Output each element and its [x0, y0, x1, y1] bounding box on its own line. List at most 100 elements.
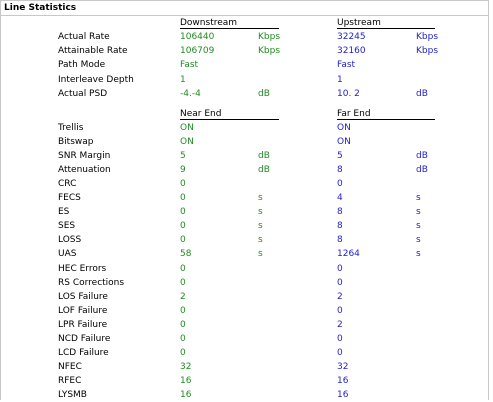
table-row: LYSMB 16 16	[1, 388, 488, 402]
row-label: ES	[58, 207, 70, 218]
upstream-value: Fast	[337, 60, 356, 71]
upstream-unit: Kbps	[416, 46, 439, 57]
table-row: SNR Margin 5 dB 5 dB	[1, 149, 488, 163]
upstream-value: 8	[337, 235, 343, 246]
upstream-unit: Kbps	[416, 32, 439, 42]
table-row: LOS Failure 2 2	[1, 290, 488, 304]
header-row-end: Near End Far End	[1, 107, 488, 121]
table-row: RS Corrections 0 0	[1, 276, 488, 290]
row-label: FECS	[58, 193, 81, 204]
upstream-unit: s	[416, 221, 421, 232]
upstream-value: 8	[337, 207, 343, 218]
upstream-unit: dB	[416, 165, 428, 176]
downstream-value: 0	[180, 179, 186, 190]
upstream-value: 1	[337, 74, 343, 85]
downstream-value: ON	[180, 137, 194, 148]
upstream-value: 32	[337, 361, 349, 372]
upstream-value: 2	[337, 291, 343, 302]
upstream-unit: s	[416, 193, 421, 204]
downstream-unit: s	[258, 193, 263, 204]
downstream-value: 1	[180, 74, 186, 85]
downstream-value: -4.-4	[180, 88, 201, 99]
table-row: Path Mode Fast Fast	[1, 58, 488, 72]
upstream-unit: s	[416, 235, 421, 246]
upstream-value: 0	[337, 305, 343, 316]
row-label: NFEC	[58, 361, 82, 372]
downstream-value: 16	[180, 389, 192, 400]
row-label: SNR Margin	[58, 151, 111, 162]
upstream-value: 2	[337, 319, 343, 330]
downstream-unit: s	[258, 221, 263, 232]
upstream-value: 32160	[337, 46, 366, 57]
table-row: NFEC 32 32	[1, 360, 488, 374]
table-row: SES 0 s 8 s	[1, 219, 488, 233]
upstream-value: 1264	[337, 249, 360, 260]
upstream-value: 0	[337, 179, 343, 190]
downstream-unit: s	[258, 249, 263, 260]
downstream-unit: Kbps	[258, 46, 281, 57]
downstream-value: 0	[180, 207, 186, 218]
table-row: Interleave Depth 1 1	[1, 73, 488, 87]
row-label: RFEC	[58, 375, 82, 386]
row-label: Actual PSD	[58, 88, 108, 99]
table-row: LOF Failure 0 0	[1, 304, 488, 318]
downstream-value: 0	[180, 319, 186, 330]
row-label: LYSMB	[58, 389, 87, 400]
header-upstream: Upstream	[337, 18, 381, 28]
downstream-value: 9	[180, 165, 186, 176]
row-label: RS Corrections	[58, 277, 125, 288]
upstream-value: 10. 2	[337, 88, 360, 99]
table-row: NCD Failure 0 0	[1, 332, 488, 346]
row-label: Trellis	[58, 123, 84, 133]
row-label: Actual Rate	[58, 32, 110, 42]
header-downstream-underline	[180, 28, 279, 29]
downstream-value: 0	[180, 263, 186, 274]
header-downstream: Downstream	[180, 18, 238, 28]
table-row: Actual PSD -4.-4 dB 10. 2 dB	[1, 87, 488, 101]
table-row: LOSS 0 s 8 s	[1, 233, 488, 247]
table-row: RFEC 16 16	[1, 374, 488, 388]
upstream-value: 16	[337, 389, 349, 400]
header-upstream-underline	[337, 28, 435, 29]
upstream-value: 0	[337, 277, 343, 288]
upstream-value: ON	[337, 123, 351, 133]
header-far-end: Far End	[337, 109, 371, 119]
downstream-unit: dB	[258, 165, 270, 176]
upstream-unit: dB	[416, 151, 428, 162]
row-label: Attenuation	[58, 165, 111, 176]
upstream-unit: s	[416, 249, 421, 260]
upstream-value: 16	[337, 375, 349, 386]
table-row: ES 0 s 8 s	[1, 205, 488, 219]
downstream-value: 106709	[180, 46, 215, 57]
table-row: Trellis ON ON	[1, 121, 488, 135]
downstream-value: 58	[180, 249, 192, 260]
downstream-value: 0	[180, 221, 186, 232]
row-label: Bitswap	[58, 137, 94, 148]
downstream-value: 0	[180, 347, 186, 358]
downstream-value: Fast	[180, 60, 199, 71]
panel-title: Line Statistics	[4, 3, 77, 13]
downstream-value: 0	[180, 333, 186, 344]
table-row: Attainable Rate 106709 Kbps 32160 Kbps	[1, 44, 488, 58]
downstream-value: 0	[180, 193, 186, 204]
table-row: UAS 58 s 1264 s	[1, 247, 488, 261]
downstream-value: 5	[180, 151, 186, 162]
downstream-value: 16	[180, 375, 192, 386]
downstream-value: 2	[180, 291, 186, 302]
downstream-value: 32	[180, 361, 192, 372]
upstream-unit: s	[416, 207, 421, 218]
header-row-direction: Downstream Upstream	[1, 16, 488, 30]
row-label: LOF Failure	[58, 305, 108, 316]
downstream-unit: dB	[258, 88, 270, 99]
header-near-end-underline	[180, 119, 279, 120]
table-row: CRC 0 0	[1, 177, 488, 191]
table-row: Attenuation 9 dB 8 dB	[1, 163, 488, 177]
row-label: SES	[58, 221, 76, 232]
header-near-end: Near End	[180, 109, 222, 119]
downstream-value: ON	[180, 123, 194, 133]
downstream-unit: s	[258, 235, 263, 246]
upstream-value: ON	[337, 137, 351, 148]
downstream-unit: s	[258, 207, 263, 218]
table-row: LPR Failure 0 2	[1, 318, 488, 332]
